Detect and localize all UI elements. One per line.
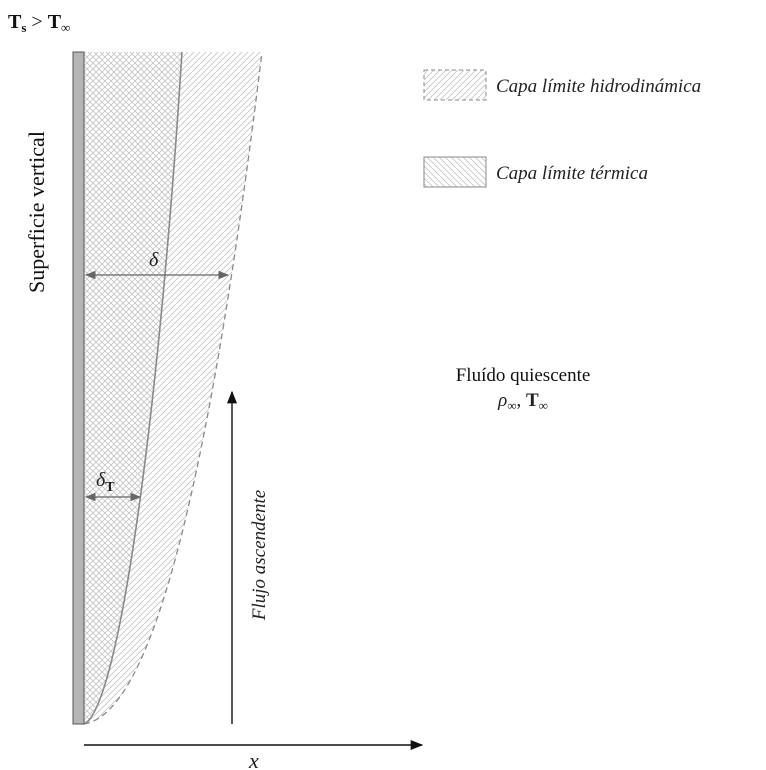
legend-swatch-thermal	[423, 156, 487, 188]
legend-label-hydrodynamic: Capa límite hidrodinámica	[496, 76, 701, 97]
fluid-label: Fluído quiescente	[456, 365, 591, 386]
x-axis-label: x	[248, 748, 259, 770]
thermal-boundary-curve	[83, 51, 183, 725]
legend: Capa límite hidrodinámica Capa límite té…	[423, 69, 701, 188]
hydrodynamic-boundary-curve	[83, 51, 263, 725]
flow-label: Flujo ascendente	[249, 490, 270, 621]
legend-label-thermal: Capa límite térmica	[496, 163, 648, 184]
vertical-wall	[72, 51, 85, 725]
condition-label: Ts > T∞	[8, 11, 70, 35]
surface-label: Superficie vertical	[24, 131, 49, 293]
legend-swatch-hydrodynamic	[423, 69, 487, 101]
fluid-properties: ρ∞, T∞	[497, 390, 548, 413]
delta-label: δ	[149, 249, 159, 271]
delta-t-label: δT	[96, 469, 115, 495]
thermal-layer-region	[84, 52, 182, 724]
